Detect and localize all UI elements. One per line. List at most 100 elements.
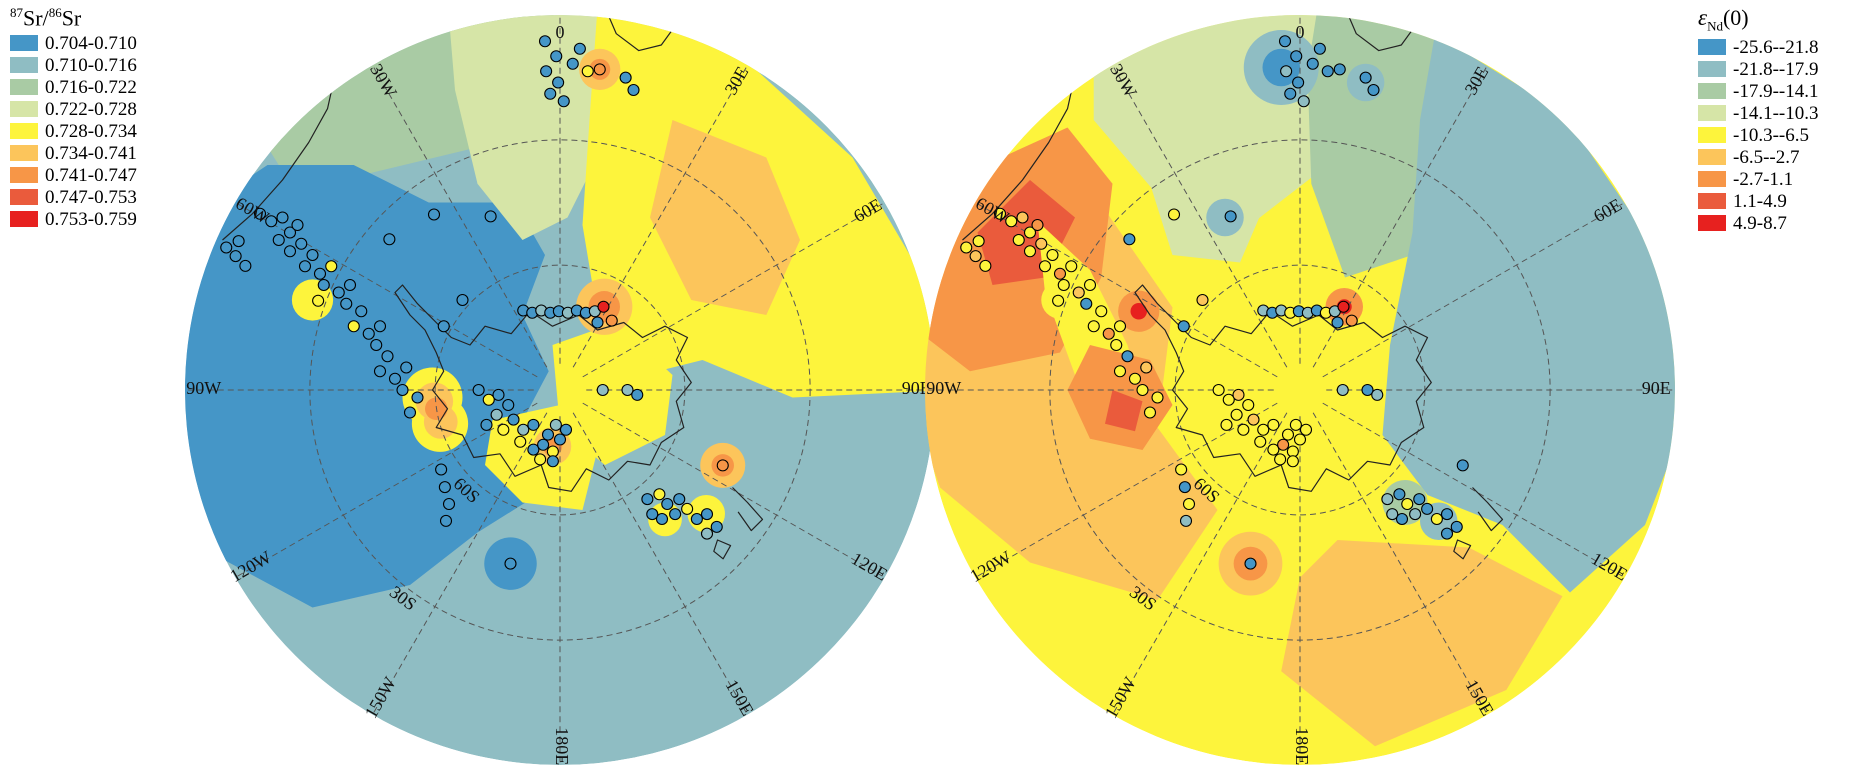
sample-point	[400, 361, 413, 374]
sample-point	[272, 233, 285, 247]
legend-sr: 87Sr/86Sr 0.704-0.710 0.710-0.716 0.716-0.…	[10, 6, 137, 230]
sample-point	[332, 286, 345, 299]
sample-point	[690, 512, 703, 526]
sample-point	[298, 260, 312, 273]
legend-entry-label: 1.1-4.9	[1733, 190, 1787, 212]
sample-point	[1023, 245, 1037, 258]
sample-point	[1277, 438, 1290, 451]
sample-point	[1232, 388, 1245, 401]
legend-entry-label: 0.722-0.728	[45, 98, 137, 120]
meridian-line	[582, 402, 886, 578]
contour-region	[1382, 33, 1675, 593]
nd-map-clipped	[925, 15, 1675, 765]
new_zealand-coastline	[732, 487, 764, 532]
sample-point	[1293, 433, 1307, 446]
contour-region	[185, 165, 549, 608]
meridian-line	[1112, 412, 1288, 716]
sample-point	[1331, 316, 1344, 329]
sample-point	[700, 527, 714, 540]
sample-point	[1038, 260, 1052, 273]
sample-point	[1395, 512, 1409, 526]
antarctica-coastline	[1134, 284, 1432, 492]
sample-point	[1267, 443, 1280, 456]
legend-entry: 0.710-0.716	[10, 54, 137, 76]
sample-point	[229, 250, 242, 263]
sample-point	[504, 557, 517, 570]
sample-point	[1289, 418, 1302, 431]
sample-point	[1113, 320, 1127, 333]
sample-point	[549, 418, 562, 431]
sample-point	[497, 423, 510, 436]
sample-point	[439, 514, 453, 527]
lon-label-180E: 180E	[552, 727, 572, 765]
sample-point	[482, 393, 495, 406]
sample-point	[1046, 248, 1059, 262]
sample-point	[492, 388, 505, 401]
legend-entry: -6.5--2.7	[1698, 146, 1818, 168]
contour-region	[1281, 540, 1563, 747]
sample-point	[388, 372, 402, 385]
sample-point	[1254, 435, 1267, 448]
sample-point	[265, 215, 278, 228]
sample-point	[347, 320, 360, 333]
sample-point	[1035, 237, 1048, 250]
legend-entry: 0.741-0.747	[10, 164, 137, 186]
sr-title-text2: Sr	[61, 5, 82, 31]
legend-entry-label: 4.9-8.7	[1733, 212, 1787, 234]
sample-point	[1284, 87, 1297, 100]
nd-map: 030E60E90E120E150E180E150W120W90W60W30W6…	[925, 15, 1675, 765]
contour-region	[552, 322, 673, 465]
sample-point	[370, 338, 383, 352]
tasmania-coastline	[1453, 539, 1472, 560]
sample-point	[1220, 418, 1233, 431]
lon-label-0: 0	[1296, 22, 1305, 42]
meridian-line	[234, 402, 538, 578]
legend-swatch	[1698, 149, 1726, 166]
sample-point	[1053, 267, 1067, 280]
sample-point	[1242, 398, 1255, 412]
sample-point	[591, 316, 604, 329]
legend-entry-label: 0.753-0.759	[45, 208, 137, 230]
sample-point	[362, 327, 375, 340]
sample-point	[1057, 278, 1070, 292]
sample-point	[621, 383, 634, 397]
sample-point	[355, 305, 368, 318]
sample-point	[283, 245, 297, 258]
lon-label-90W: 90W	[186, 378, 221, 398]
sample-point	[502, 398, 515, 412]
legend-entry: 0.747-0.753	[10, 186, 137, 208]
sample-point	[1224, 210, 1237, 223]
meridian-line	[974, 402, 1278, 578]
sample-point	[373, 320, 387, 333]
sample-point	[1151, 391, 1164, 404]
sample-point	[538, 35, 552, 48]
sample-point	[1371, 388, 1384, 401]
sample-point	[396, 383, 409, 397]
legend-entry: -25.6--21.8	[1698, 36, 1818, 58]
sample-point	[1196, 293, 1209, 307]
nd-title-epsilon: ε	[1698, 5, 1708, 30]
sample-point	[507, 413, 520, 426]
sample-point	[1113, 365, 1127, 378]
sample-point	[1121, 350, 1134, 363]
sample-point	[1005, 215, 1018, 228]
sample-point	[716, 459, 729, 472]
sample-point	[340, 297, 353, 310]
sample-point	[1267, 418, 1280, 431]
meridian-line	[1322, 402, 1626, 578]
sample-point	[1052, 294, 1065, 307]
legend-entry: 0.728-0.734	[10, 120, 137, 142]
meridian-line	[1322, 202, 1626, 378]
nd-title-sub: Nd	[1707, 18, 1723, 34]
meridian-line	[572, 64, 748, 368]
sample-point	[1381, 493, 1394, 506]
sample-point	[993, 207, 1007, 220]
sample-point	[1361, 383, 1374, 397]
sample-point	[653, 488, 666, 501]
sample-point	[312, 294, 325, 307]
lon-label-90E: 90E	[902, 378, 931, 398]
legend-swatch	[1698, 39, 1726, 56]
legend-sr-rows: 0.704-0.710 0.710-0.716 0.716-0.722 0.722-0…	[10, 32, 137, 230]
sample-point	[1257, 423, 1270, 436]
sample-point	[480, 418, 493, 431]
